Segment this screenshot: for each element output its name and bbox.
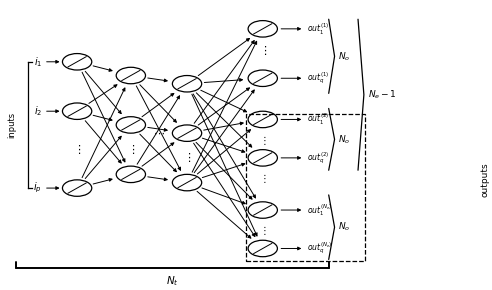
Text: $out_q^{(N_e)}$: $out_q^{(N_e)}$ bbox=[307, 241, 332, 256]
Text: $N_t$: $N_t$ bbox=[166, 275, 179, 288]
Circle shape bbox=[172, 75, 202, 92]
Circle shape bbox=[62, 180, 92, 196]
Text: $\vdots$: $\vdots$ bbox=[183, 151, 191, 164]
Circle shape bbox=[248, 111, 277, 128]
Text: outputs: outputs bbox=[481, 162, 490, 197]
Circle shape bbox=[116, 166, 146, 183]
Text: $N_o$: $N_o$ bbox=[338, 50, 351, 63]
Text: $i_p$: $i_p$ bbox=[33, 181, 42, 195]
Circle shape bbox=[116, 117, 146, 133]
Circle shape bbox=[62, 103, 92, 119]
Circle shape bbox=[172, 125, 202, 142]
Text: $i_1$: $i_1$ bbox=[33, 55, 42, 69]
Text: $out_1^{(1)}$: $out_1^{(1)}$ bbox=[307, 21, 329, 37]
Text: $out_q^{(1)}$: $out_q^{(1)}$ bbox=[307, 70, 329, 86]
Circle shape bbox=[116, 67, 146, 84]
Circle shape bbox=[248, 150, 277, 166]
Text: $out_q^{(2)}$: $out_q^{(2)}$ bbox=[307, 150, 329, 166]
Text: $out_1^{(2)}$: $out_1^{(2)}$ bbox=[307, 112, 329, 127]
Circle shape bbox=[248, 70, 277, 86]
Text: $\vdots$: $\vdots$ bbox=[73, 143, 81, 156]
Circle shape bbox=[248, 21, 277, 37]
Circle shape bbox=[62, 54, 92, 70]
Text: $i_2$: $i_2$ bbox=[33, 104, 42, 118]
Circle shape bbox=[172, 174, 202, 191]
Circle shape bbox=[248, 240, 277, 257]
Text: $\vdots$: $\vdots$ bbox=[259, 44, 267, 57]
Text: $\cdots$: $\cdots$ bbox=[153, 128, 165, 138]
Text: $\vdots$: $\vdots$ bbox=[259, 224, 267, 237]
Text: $N_e - 1$: $N_e - 1$ bbox=[368, 88, 397, 101]
Text: $out_1^{(N_e)}$: $out_1^{(N_e)}$ bbox=[307, 202, 332, 218]
Text: inputs: inputs bbox=[8, 112, 17, 138]
Text: $N_o$: $N_o$ bbox=[338, 133, 351, 146]
Circle shape bbox=[248, 202, 277, 218]
Text: $N_o$: $N_o$ bbox=[338, 221, 351, 233]
Text: $\vdots$: $\vdots$ bbox=[259, 133, 267, 146]
Text: $\vdots$: $\vdots$ bbox=[259, 172, 267, 185]
Text: $\vdots$: $\vdots$ bbox=[127, 143, 135, 156]
Bar bbox=[246, 114, 366, 261]
